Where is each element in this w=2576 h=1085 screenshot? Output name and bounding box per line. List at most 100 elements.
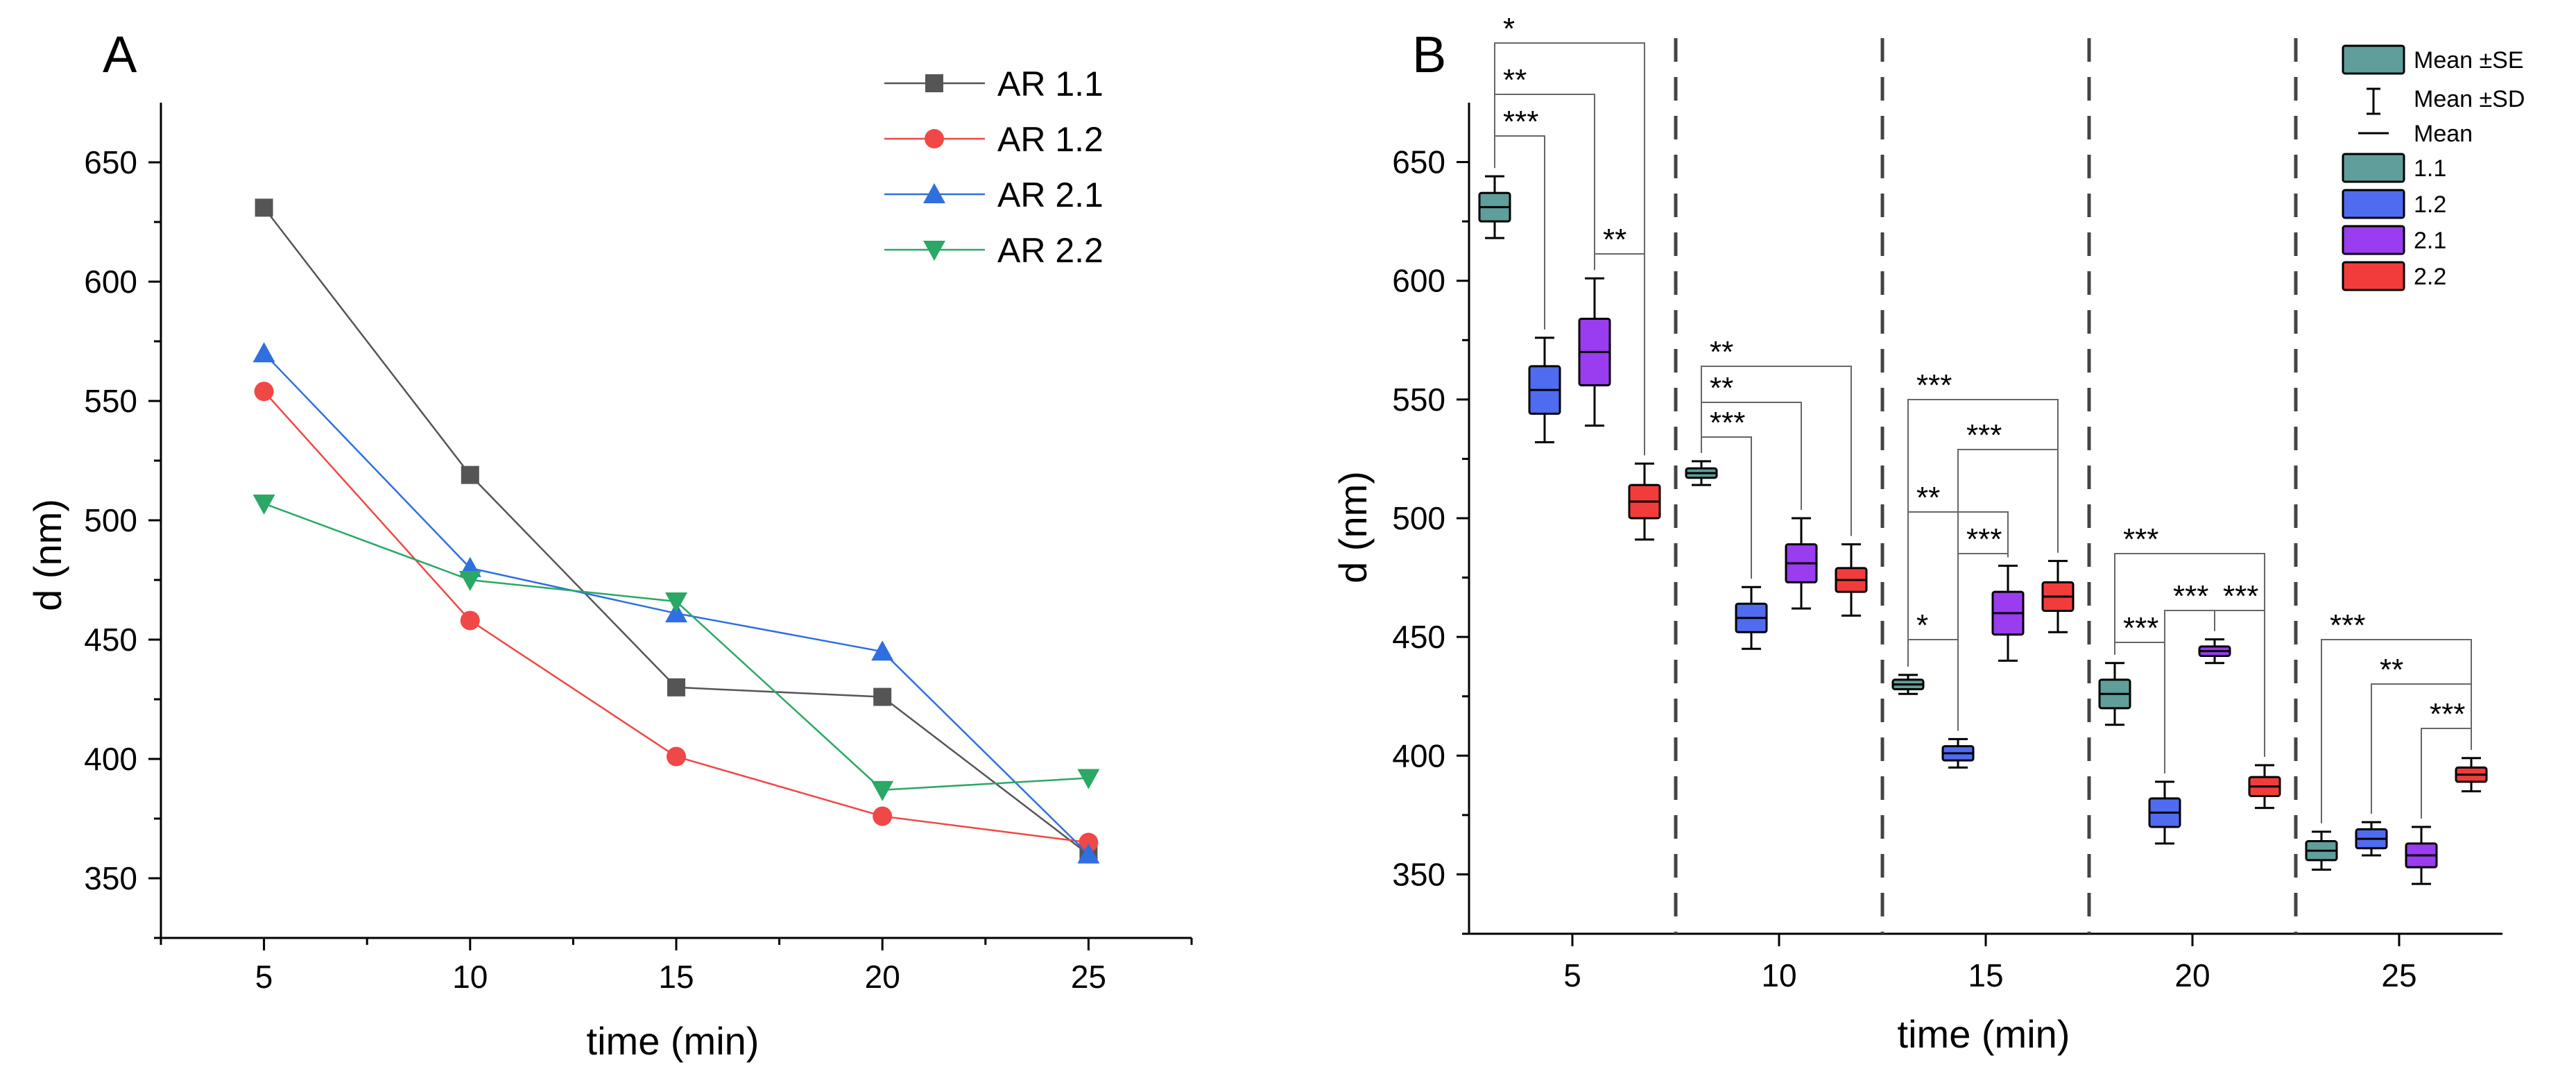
panel-b-significance-label: *** [1916, 368, 1952, 402]
panel-b-significance-bracket [2114, 642, 2165, 774]
panel-a-x-tick-label: 20 [865, 959, 900, 995]
panel-a-data-point [252, 494, 275, 515]
panel-a-data-point [871, 640, 894, 661]
panel-b-legend: Mean ±SE Mean ±SD Mean 1.1 1.2 2.1 2.2 [2342, 44, 2525, 291]
panel-b-significance-bracket [2214, 610, 2265, 757]
panel-a-y-tick-label: 600 [84, 264, 137, 300]
panel-a-legend-marker [923, 183, 945, 203]
panel-b-legend-swatch [2342, 225, 2405, 255]
panel-a-x-tick-label: 5 [255, 959, 273, 995]
panel-b-significance-label: *** [2430, 697, 2465, 731]
panel-a-x-tick-label: 25 [1071, 959, 1106, 995]
panel-b-legend-label: 1.1 [2414, 155, 2446, 182]
panel-b-legend-label: 2.2 [2414, 264, 2446, 290]
panel-a-data-point [665, 592, 687, 613]
panel-a-x-tick-label: 10 [452, 959, 488, 995]
panel-b-box [2198, 638, 2231, 665]
panel-b-significance-bracket [1701, 402, 1802, 510]
panel-b-y-tick-label: 350 [1392, 856, 1445, 892]
panel-a-data-point [252, 342, 275, 363]
panel-b-x-axis-title: time (min) [1898, 1012, 2070, 1056]
panel-a-legend-label: AR 1.2 [997, 120, 1104, 159]
panel-b-box [2305, 830, 2338, 871]
panel-a-data-point [460, 610, 480, 631]
panel-b-significance-label: *** [1503, 105, 1538, 139]
panel-b-significance-label: ** [1710, 371, 1733, 405]
panel-b-y-tick-label: 650 [1392, 144, 1445, 180]
panel-a-y-tick-label: 400 [84, 741, 137, 777]
panel-b-significance-label: *** [1966, 522, 2002, 556]
panel-b-x-tick-label: 5 [1563, 957, 1581, 993]
panel-b-significance-label: *** [2330, 608, 2365, 642]
panel-b-box [1578, 277, 1611, 427]
panel-a-data-point [1077, 843, 1100, 864]
panel-b-significance-bracket [2421, 728, 2472, 819]
panel-b-box [2355, 821, 2388, 857]
panel-b-legend-swatch [2342, 261, 2405, 291]
panel-b-significance-label: *** [1710, 406, 1745, 440]
panel-a-y-tick-label: 350 [84, 860, 137, 896]
panel-b-significance-bracket [1957, 553, 2009, 731]
panel-b-significance-bracket [1907, 511, 2009, 667]
panel-a-legend-label: AR 1.1 [997, 65, 1104, 103]
panel-b-box [1478, 175, 1511, 239]
panel-a-y-tick-label: 500 [84, 502, 137, 538]
panel-a-legend-marker [923, 241, 945, 261]
panel-a-label: A [103, 26, 137, 83]
panel-b-box [2455, 757, 2488, 793]
panel-a-y-tick-label: 650 [84, 144, 137, 180]
panel-b-label: B [1412, 26, 1446, 83]
panel-a-x-tick-label: 15 [658, 959, 694, 995]
panel-b-significance-label: ** [2380, 653, 2403, 687]
panel-b-box [1991, 564, 2025, 662]
panel-b-legend-label: 1.2 [2414, 191, 2446, 218]
panel-a-data-point [254, 382, 274, 402]
panel-a-legend-marker [925, 129, 944, 148]
panel-a-legend: AR 1.1 AR 1.2 AR 2.1 AR 2.2 [884, 65, 1104, 270]
panel-b-y-tick-label: 550 [1392, 382, 1445, 418]
panel-a-data-point [667, 678, 685, 697]
panel-b-box [1835, 543, 1868, 617]
panel-b-y-tick-label: 450 [1392, 619, 1445, 655]
panel-a-data-point [1077, 769, 1100, 789]
panel-b-significance-label: *** [2173, 579, 2208, 613]
panel-b-legend-label: Mean [2414, 121, 2473, 147]
panel-b-legend-swatch [2342, 153, 2405, 183]
panel-b-significance-bracket [1907, 639, 1959, 731]
panel-b-legend-label: 2.1 [2414, 228, 2446, 254]
panel-a-data-point [1079, 832, 1099, 853]
panel-b-box [2248, 764, 2281, 810]
panel-a-y-tick-label: 450 [84, 622, 137, 658]
panel-b-legend-label: Mean ±SE [2414, 47, 2524, 74]
panel-b-significance-bracket [1494, 135, 1545, 330]
panel-b-significance-label: ** [1603, 223, 1626, 257]
panel-b-significance-label: *** [2123, 611, 2158, 645]
panel-b-significance-bracket [1701, 436, 1752, 579]
panel-a-data-point [461, 465, 479, 484]
panel-a-data-point [871, 780, 894, 801]
panel-b-box [1941, 737, 1975, 769]
panel-b-legend-label: Mean ±SD [2414, 86, 2525, 112]
panel-b-box [1891, 674, 1925, 695]
panel-b-x-tick-label: 15 [1968, 957, 2003, 993]
panel-b-significance-label: *** [2223, 579, 2258, 613]
panel-b-box [2148, 780, 2181, 845]
panel-b-box [2098, 662, 2131, 726]
panel-a-legend-label: AR 2.1 [997, 176, 1104, 214]
panel-b-y-tick-label: 600 [1392, 263, 1445, 299]
panel-a-y-tick-label: 550 [84, 383, 137, 419]
panel-b-y-axis-title: d (nm) [1331, 471, 1375, 583]
panel-a-data-point [667, 746, 686, 767]
panel-b-box [1785, 517, 1818, 610]
panel-a-legend-marker [925, 74, 943, 92]
panel-b-x-tick-label: 25 [2381, 957, 2416, 993]
panel-b-significance-bracket [2164, 610, 2215, 774]
panel-b-significance-label: ** [1916, 481, 1940, 515]
panel-a-legend-label: AR 2.2 [997, 231, 1104, 270]
panel-b-box [2405, 826, 2438, 885]
panel-a-data-point [873, 687, 892, 706]
panel-b-significance-label: *** [1966, 418, 2002, 452]
panel-b-y-tick-label: 400 [1392, 737, 1445, 774]
